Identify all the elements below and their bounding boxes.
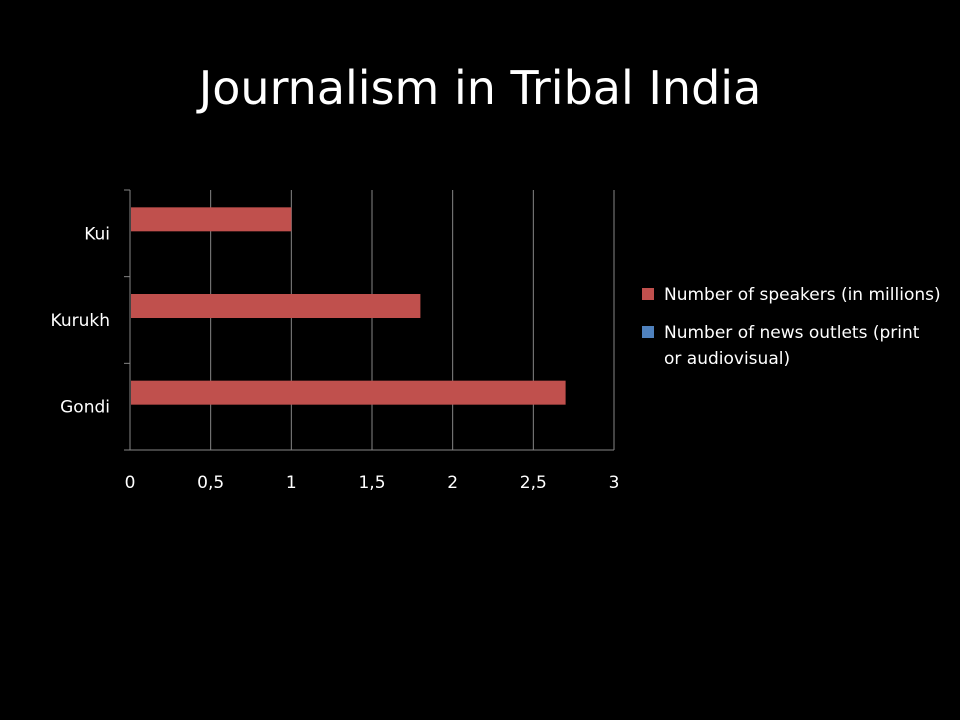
legend-swatch <box>642 288 654 300</box>
legend-item: Number of speakers (in millions) <box>642 282 942 308</box>
x-tick-label: 0 <box>125 473 136 493</box>
bar-gondi <box>131 380 566 405</box>
x-tick-label: 0,5 <box>197 473 224 493</box>
legend-label: Number of speakers (in millions) <box>664 285 941 305</box>
chart-gridlines <box>210 190 615 450</box>
legend-item: Number of news outlets (print or audiovi… <box>642 320 942 372</box>
y-category-label: Kurukh <box>51 311 110 331</box>
legend-swatch <box>642 326 654 338</box>
bar-kui <box>131 207 292 232</box>
legend-label: Number of news outlets (print or audiovi… <box>664 323 920 369</box>
x-tick-label: 1,5 <box>358 473 385 493</box>
bar-kurukh <box>131 294 421 318</box>
chart-bars <box>131 207 566 405</box>
y-category-label: Gondi <box>60 398 110 418</box>
y-category-label: Kui <box>84 224 110 244</box>
chart-axes: 0 0,5 1 1,5 2 2,5 3 Gondi Kurukh Kui <box>51 189 620 493</box>
x-tick-label: 2 <box>447 473 458 493</box>
x-tick-label: 2,5 <box>520 473 547 493</box>
x-tick-label: 1 <box>286 473 297 493</box>
slide-title: Journalism in Tribal India <box>198 61 762 115</box>
x-tick-label: 3 <box>609 473 620 493</box>
chart-legend: Number of speakers (in millions) Number o… <box>642 282 942 384</box>
